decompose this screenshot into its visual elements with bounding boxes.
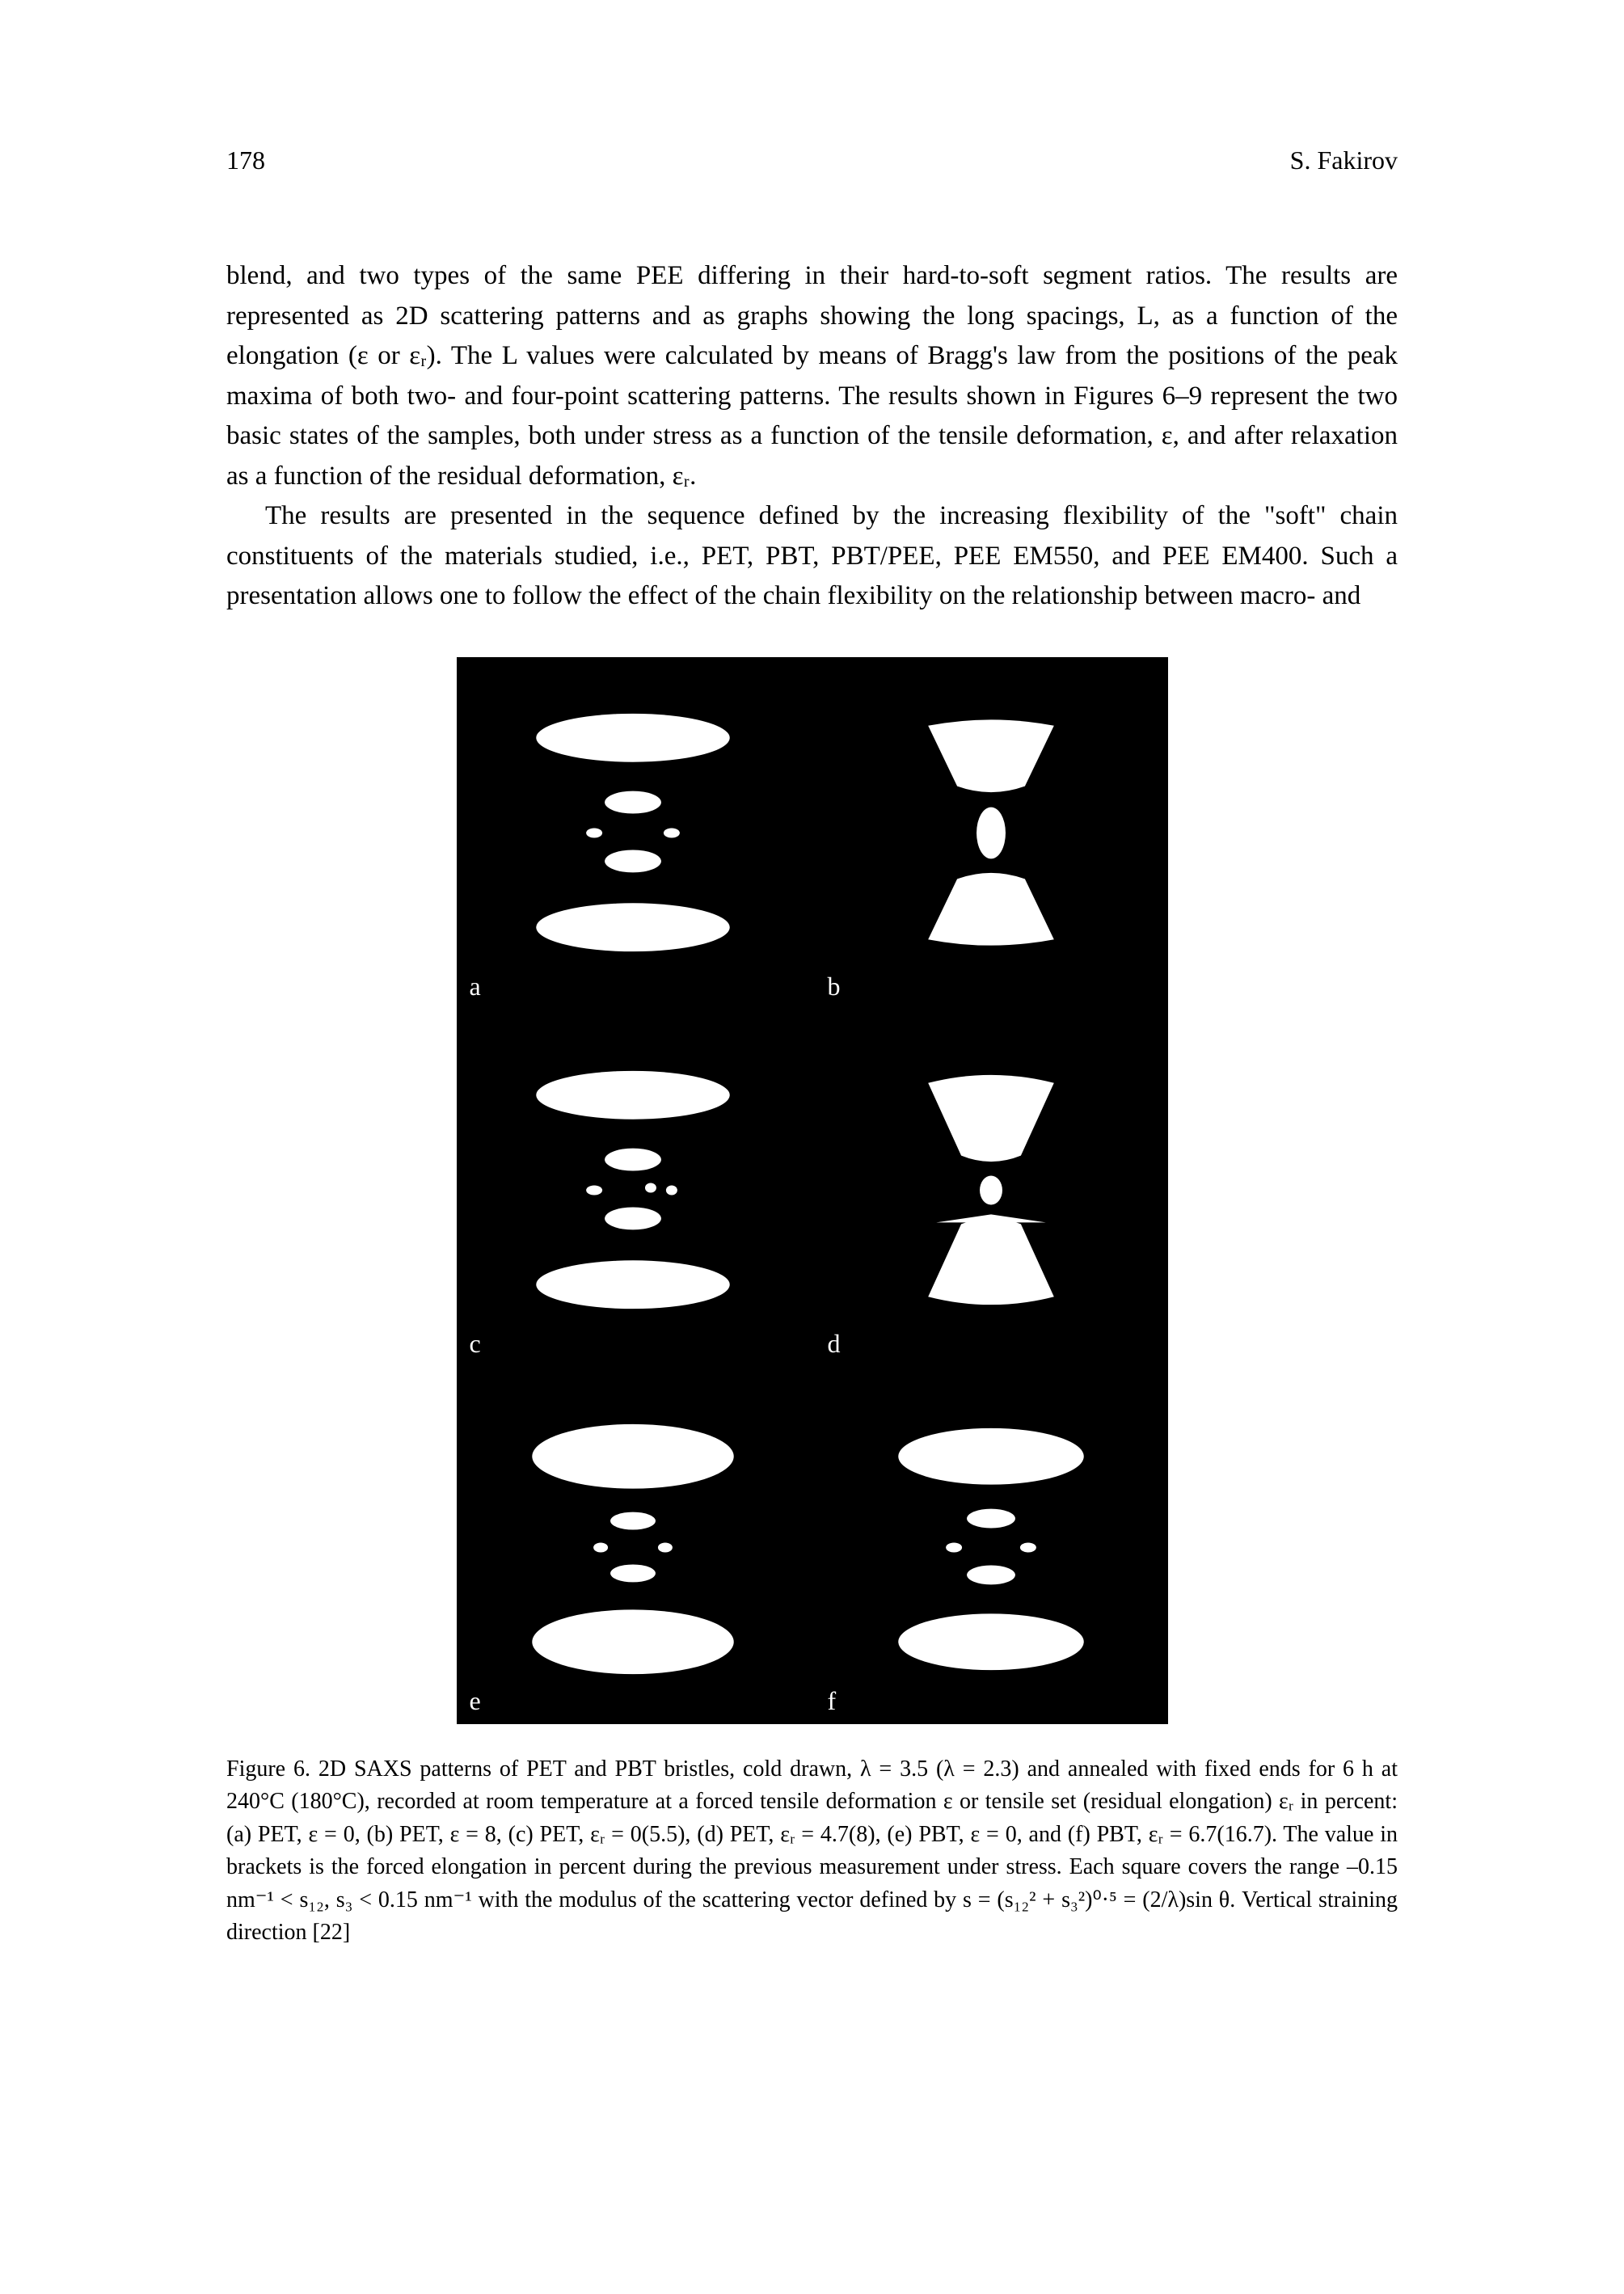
saxs-pattern-d (815, 1014, 1168, 1367)
saxs-pattern-grid: a b c (457, 657, 1168, 1724)
saxs-pattern-f (815, 1372, 1168, 1724)
saxs-panel-f: f (815, 1372, 1168, 1724)
saxs-pattern-a (457, 657, 810, 1010)
panel-label-e: e (470, 1686, 481, 1716)
page-number: 178 (226, 145, 265, 175)
figure-6: a b c (226, 657, 1398, 1950)
page-header: 178 S. Fakirov (226, 145, 1398, 175)
panel-label-f: f (828, 1686, 837, 1716)
saxs-panel-e: e (457, 1372, 810, 1724)
saxs-panel-c: c (457, 1014, 810, 1367)
panel-label-a: a (470, 972, 481, 1002)
paragraph-2: The results are presented in the sequenc… (226, 496, 1398, 617)
panel-label-b: b (828, 972, 841, 1002)
panel-label-c: c (470, 1329, 481, 1359)
saxs-pattern-b (815, 657, 1168, 1010)
author-name: S. Fakirov (1290, 145, 1398, 175)
paragraph-1: blend, and two types of the same PEE dif… (226, 256, 1398, 496)
saxs-panel-a: a (457, 657, 810, 1010)
figure-caption: Figure 6. 2D SAXS patterns of PET and PB… (226, 1753, 1398, 1950)
panel-label-d: d (828, 1329, 841, 1359)
saxs-pattern-e (457, 1372, 810, 1724)
saxs-panel-d: d (815, 1014, 1168, 1367)
saxs-pattern-c (457, 1014, 810, 1367)
body-text: blend, and two types of the same PEE dif… (226, 256, 1398, 617)
saxs-panel-b: b (815, 657, 1168, 1010)
